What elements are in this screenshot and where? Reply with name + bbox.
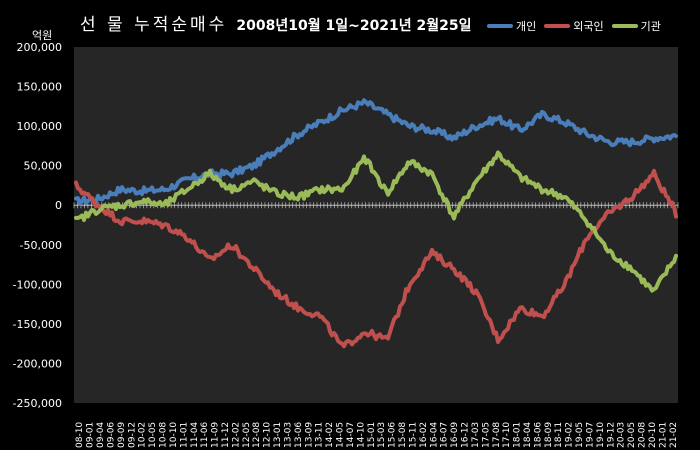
x-tick-label: 10-05 — [148, 422, 158, 448]
title-main: 선 물 누적순매수 — [80, 15, 228, 35]
x-tick-label: 13-01 — [273, 422, 283, 448]
x-tick-label: 13-03 — [283, 422, 293, 448]
legend-label-foreign: 외국인 — [573, 20, 604, 33]
x-tick-label: 15-06 — [388, 422, 398, 448]
x-tick-label: 17-10 — [502, 422, 512, 448]
x-tick-label: 09-04 — [96, 422, 106, 448]
x-tick-label: 15-03 — [377, 422, 387, 448]
x-tick-label: 17-03 — [471, 422, 481, 448]
x-tick-label: 11-06 — [200, 422, 210, 448]
x-tick-label: 19-05 — [575, 422, 585, 448]
x-tick-label: 19-02 — [565, 422, 575, 448]
x-tick-label: 10-02 — [138, 422, 148, 448]
x-tick-label: 11-01 — [179, 422, 189, 448]
x-tick-label: 17-08 — [492, 422, 502, 448]
x-tick-label: 19-07 — [585, 422, 595, 448]
legend: 개인 외국인 기관 — [487, 18, 661, 34]
y-tick-label: 50,000 — [24, 160, 63, 173]
x-tick-label: 19-12 — [606, 422, 616, 448]
x-tick-label: 20-08 — [638, 422, 648, 448]
x-tick-label: 13-09 — [304, 422, 314, 448]
y-axis-unit: 억원 — [32, 29, 53, 42]
x-tick-label: 16-02 — [419, 422, 429, 448]
x-tick-label: 20-10 — [648, 422, 658, 448]
x-tick-label: 10-08 — [159, 422, 169, 448]
y-tick-label: -200,000 — [13, 357, 62, 370]
x-tick-label: 10-10 — [169, 422, 179, 448]
title-period: 2008년10월 1일~2021년 2월25일 — [236, 18, 472, 34]
x-tick-label: 09-01 — [86, 422, 96, 448]
x-tick-label: 12-08 — [252, 422, 262, 448]
x-tick-label: 08-10 — [75, 422, 85, 448]
x-tick-label: 13-06 — [294, 422, 304, 448]
x-tick-label: 15-11 — [408, 422, 418, 448]
y-tick-label: 200,000 — [17, 41, 63, 54]
x-tick-label: 18-09 — [544, 422, 554, 448]
legend-item-institution: 기관 — [611, 18, 661, 34]
y-tick-label: 100,000 — [17, 120, 63, 133]
x-tick-label: 21-02 — [669, 422, 679, 448]
x-tick-label: 18-06 — [533, 422, 543, 448]
x-tick-label: 14-07 — [346, 422, 356, 448]
x-tick-label: 13-11 — [315, 422, 325, 448]
y-tick-label: -50,000 — [20, 239, 62, 252]
x-tick-label: 21-01 — [658, 422, 668, 448]
legend-item-foreign: 외국인 — [544, 18, 604, 34]
x-tick-label: 14-05 — [336, 422, 346, 448]
chart-title: 선 물 누적순매수 2008년10월 1일~2021년 2월25일 — [80, 10, 472, 35]
x-tick-label: 20-05 — [627, 422, 637, 448]
plot-area — [74, 47, 678, 403]
y-tick-label: 0 — [55, 199, 62, 212]
legend-swatch-institution — [611, 24, 638, 28]
series-lines — [74, 98, 678, 349]
x-tick-label: 16-09 — [450, 422, 460, 448]
y-tick-label: 150,000 — [17, 81, 63, 94]
x-tick-label: 14-02 — [325, 422, 335, 448]
y-tick-label: -100,000 — [13, 278, 62, 291]
x-tick-label: 09-12 — [127, 422, 137, 448]
legend-label-individual: 개인 — [516, 20, 537, 33]
series-line-0 — [74, 98, 678, 206]
y-tick-label: -250,000 — [13, 397, 62, 410]
x-tick-label: 12-10 — [263, 422, 273, 448]
x-tick-label: 16-04 — [429, 422, 439, 448]
x-tick-label: 12-05 — [242, 422, 252, 448]
x-tick-label: 19-10 — [596, 422, 606, 448]
x-tick-label: 11-04 — [190, 422, 200, 448]
legend-swatch-foreign — [544, 24, 571, 28]
x-tick-label: 15-08 — [398, 422, 408, 448]
x-tick-label: 11-09 — [211, 422, 221, 448]
x-tick-label: 18-04 — [523, 422, 533, 448]
x-tick-label: 18-11 — [554, 422, 564, 448]
x-tick-label: 16-12 — [461, 422, 471, 448]
x-tick-label: 17-05 — [481, 422, 491, 448]
x-tick-label: 09-06 — [106, 422, 116, 448]
x-tick-label: 12-02 — [231, 422, 241, 448]
x-tick-label: 20-03 — [617, 422, 627, 448]
x-axis: 08-10 09-01 09-04 09-06 09-09 09-12 10-02 10-05… — [73, 202, 679, 448]
x-tick-label: 09-09 — [117, 422, 127, 448]
series-line-1 — [74, 168, 678, 349]
x-tick-label: 11-12 — [221, 422, 231, 448]
y-axis: 200,000 150,000 100,000 50,000 0 -50,000 -100,… — [13, 41, 62, 410]
x-tick-label: 16-07 — [440, 422, 450, 448]
legend-swatch-individual — [487, 24, 513, 28]
x-tick-label: 15-01 — [367, 422, 377, 448]
legend-item-individual: 개인 — [487, 18, 536, 34]
x-tick-label: 14-10 — [356, 422, 366, 448]
x-tick-label: 18-01 — [513, 422, 523, 448]
series-line-2 — [74, 150, 678, 293]
legend-label-institution: 기관 — [640, 20, 661, 33]
y-tick-label: -150,000 — [13, 318, 62, 331]
